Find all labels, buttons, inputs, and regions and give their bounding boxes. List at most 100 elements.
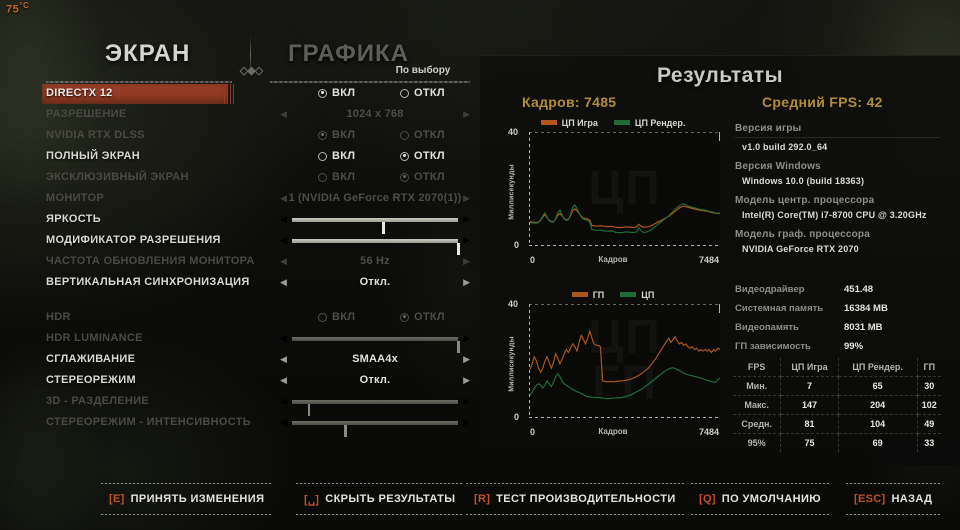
setting-row-aa[interactable]: СГЛАЖИВАНИЕ ◀ SMAA4x ▶ [0,350,480,371]
radio-option-off[interactable]: ОТКЛ [400,87,445,99]
slider-track[interactable] [292,400,458,416]
stats-row-label: Макс. [733,395,782,415]
next-arrow-icon[interactable]: ▶ [463,235,470,245]
next-arrow-icon[interactable]: ▶ [463,333,470,343]
setting-row-resmod[interactable]: МОДИФИКАТОР РАЗРЕШЕНИЯ ◀ ▶ [0,231,480,255]
next-arrow-icon[interactable]: ▶ [463,375,470,385]
action-button-3[interactable]: [R] ТЕСТ ПРОИЗВОДИТЕЛЬНОСТИ [460,482,690,516]
setting-value: SMAA4x [352,353,398,365]
setting-row-brightness[interactable]: ЯРКОСТЬ ◀ ▶ [0,210,480,234]
info-kv-value: 8031 MB [844,322,883,333]
tab-graphics[interactable]: ГРАФИКА [288,40,409,67]
next-arrow-icon[interactable]: ▶ [463,396,470,406]
radio-option-on[interactable]: ВКЛ [318,311,355,323]
setting-slider[interactable]: ◀ ▶ [280,210,470,234]
setting-value-cycler[interactable]: ◀ 56 Hz ▶ [280,252,470,272]
prev-arrow-icon[interactable]: ◀ [280,417,287,427]
setting-slider[interactable]: ◀ ▶ [280,413,470,437]
radio-option-off[interactable]: ОТКЛ [400,171,445,183]
next-arrow-icon[interactable]: ▶ [463,256,470,266]
setting-row-dlss[interactable]: NVIDIA RTX DLSS ВКЛ ОТКЛ [0,126,480,147]
setting-slider[interactable]: ◀ ▶ [280,329,470,353]
setting-row-hdrlum[interactable]: HDR LUMINANCE ◀ ▶ [0,329,480,353]
slider-handle[interactable] [457,341,460,353]
setting-radio-group[interactable]: ВКЛ ОТКЛ [282,168,468,188]
prev-arrow-icon[interactable]: ◀ [280,396,287,406]
setting-value-cycler[interactable]: ◀ 1024 x 768 ▶ [280,105,470,125]
settings-tabs: ЭКРАН ГРАФИКА [0,40,480,78]
setting-row-vsync[interactable]: ВЕРТИКАЛЬНАЯ СИНХРОНИЗАЦИЯ ◀ Откл. ▶ [0,273,480,294]
setting-row-exclusive[interactable]: ЭКСКЛЮЗИВНЫЙ ЭКРАН ВКЛ ОТКЛ [0,168,480,189]
info-heading: Модель центр. процессора [735,195,875,206]
slider-track[interactable] [292,337,460,353]
slider-handle[interactable] [457,243,460,255]
info-kv-row: Видеодрайвер 451.48 [735,284,940,295]
setting-label: DIRECTX 12 [46,87,113,99]
action-button-2[interactable]: [␣] СКРЫТЬ РЕЗУЛЬТАТЫ [290,482,469,516]
setting-row-stereo[interactable]: СТЕРЕОРЕЖИМ ◀ Откл. ▶ [0,371,480,392]
radio-option-off[interactable]: ОТКЛ [400,311,445,323]
setting-row-hdr[interactable]: HDR ВКЛ ОТКЛ [0,308,480,329]
slider-handle[interactable] [382,222,385,234]
chart-xtick-max: 7484 [698,427,719,437]
setting-slider[interactable]: ◀ ▶ [280,231,470,255]
prev-arrow-icon[interactable]: ◀ [280,235,287,245]
radio-option-on[interactable]: ВКЛ [318,129,355,141]
next-arrow-icon[interactable]: ▶ [463,193,470,203]
tab-screen[interactable]: ЭКРАН [105,40,191,67]
radio-label: ОТКЛ [414,129,445,141]
slider-handle[interactable] [344,425,347,437]
setting-value-cycler[interactable]: ◀ Откл. ▶ [280,371,470,391]
action-button-5[interactable]: [ESC] НАЗАД [840,482,946,516]
setting-radio-group[interactable]: ВКЛ ОТКЛ [282,147,468,167]
setting-row-monitor[interactable]: МОНИТОР ◀ 1 (NVIDIA GeForce RTX 2070(1)) ▶ [0,189,480,210]
setting-value-cycler[interactable]: ◀ 1 (NVIDIA GeForce RTX 2070(1)) ▶ [280,189,470,209]
action-button-1[interactable]: [E] ПРИНЯТЬ ИЗМЕНЕНИЯ [95,482,278,516]
prev-arrow-icon[interactable]: ◀ [280,256,287,266]
info-kv-key: Видеодрайвер [735,284,805,295]
slider-handle[interactable] [307,404,311,416]
setting-row-refresh[interactable]: ЧАСТОТА ОБНОВЛЕНИЯ МОНИТОРА ◀ 56 Hz ▶ [0,252,480,273]
radio-option-on[interactable]: ВКЛ [318,171,355,183]
next-arrow-icon[interactable]: ▶ [463,354,470,364]
next-arrow-icon[interactable]: ▶ [463,417,470,427]
setting-row-separation[interactable]: 3D - РАЗДЕЛЕНИЕ ◀ ▶ [0,392,480,416]
setting-row-stereoint[interactable]: СТЕРЕОРЕЖИМ - ИНТЕНСИВНОСТЬ ◀ ▶ [0,413,480,437]
prev-arrow-icon[interactable]: ◀ [280,109,287,119]
prev-arrow-icon[interactable]: ◀ [280,375,287,385]
prev-arrow-icon[interactable]: ◀ [280,193,287,203]
slider-track[interactable] [292,239,460,255]
radio-option-on[interactable]: ВКЛ [318,87,355,99]
setting-radio-group[interactable]: ВКЛ ОТКЛ [282,84,468,104]
radio-option-off[interactable]: ОТКЛ [400,150,445,162]
prev-arrow-icon[interactable]: ◀ [280,333,287,343]
legend-swatch [620,292,637,297]
next-arrow-icon[interactable]: ▶ [463,277,470,287]
next-arrow-icon[interactable]: ▶ [463,109,470,119]
stats-cell: 30 [917,376,941,396]
setting-radio-group[interactable]: ВКЛ ОТКЛ [282,308,468,328]
next-arrow-icon[interactable]: ▶ [463,214,470,224]
info-kv-row: ГП зависимость 99% [735,341,940,352]
setting-label: СТЕРЕОРЕЖИМ - ИНТЕНСИВНОСТЬ [46,416,251,428]
setting-value-cycler[interactable]: ◀ SMAA4x ▶ [280,350,470,370]
slider-track[interactable] [292,218,458,234]
setting-slider[interactable]: ◀ ▶ [280,392,470,416]
temperature-unit: °C [19,1,30,10]
table-row: Макс. 147 204 102 [733,395,941,415]
radio-option-on[interactable]: ВКЛ [318,150,355,162]
setting-row-directx[interactable]: DIRECTX 12 ВКЛ ОТКЛ [0,84,480,105]
setting-value-cycler[interactable]: ◀ Откл. ▶ [280,273,470,293]
slider-track[interactable] [292,421,458,437]
system-info-kv-list: Видеодрайвер 451.48 Системная память 16384 … [735,284,940,360]
radio-option-off[interactable]: ОТКЛ [400,129,445,141]
setting-label: СТЕРЕОРЕЖИМ [46,374,136,386]
setting-row-fullscreen[interactable]: ПОЛНЫЙ ЭКРАН ВКЛ ОТКЛ [0,147,480,168]
prev-arrow-icon[interactable]: ◀ [280,354,287,364]
setting-row-resolution[interactable]: РАЗРЕШЕНИЕ ◀ 1024 x 768 ▶ [0,105,480,126]
prev-arrow-icon[interactable]: ◀ [280,214,287,224]
setting-radio-group[interactable]: ВКЛ ОТКЛ [282,126,468,146]
prev-arrow-icon[interactable]: ◀ [280,277,287,287]
action-button-4[interactable]: [Q] ПО УМОЛЧАНИЮ [685,482,835,516]
